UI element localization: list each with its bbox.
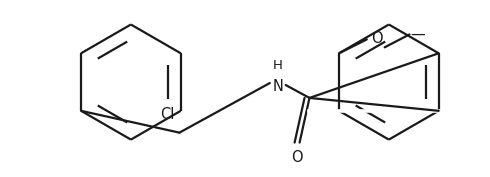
Text: O: O [371, 31, 382, 46]
Text: H: H [273, 59, 283, 72]
Text: N: N [272, 79, 283, 94]
Text: O: O [291, 150, 302, 164]
Text: Cl: Cl [160, 107, 175, 122]
Text: —: — [412, 27, 431, 42]
